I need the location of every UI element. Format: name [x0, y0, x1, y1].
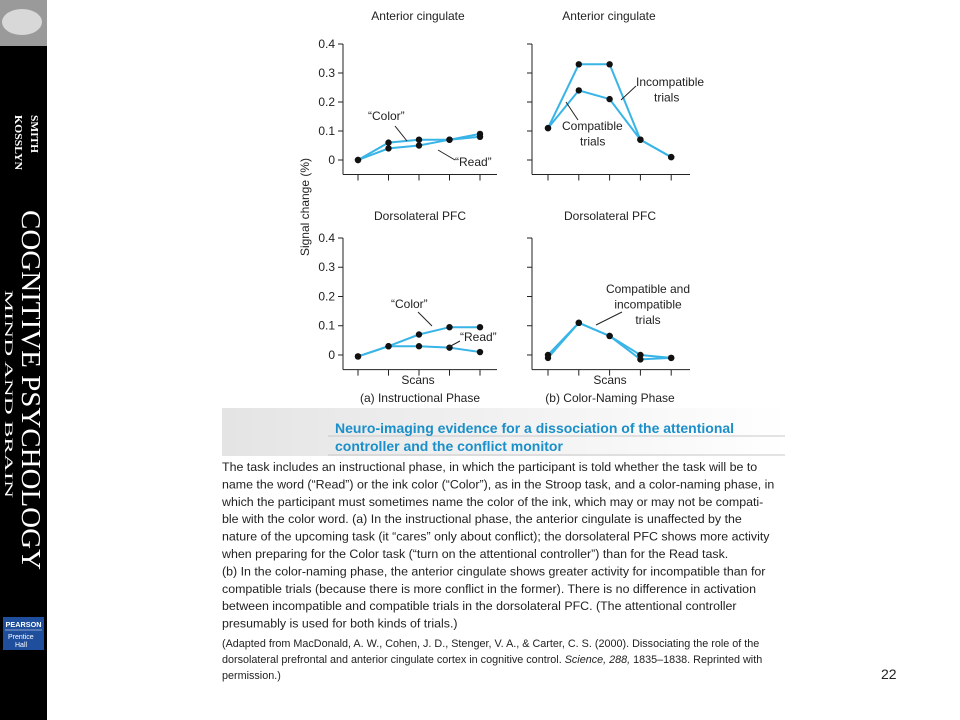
citation-part: permission.) [222, 670, 281, 682]
citation-part: Science, 288, [565, 654, 630, 666]
y-axis-label: Signal change (%) [298, 158, 312, 256]
panel-label: (a) Instructional Phase [360, 391, 480, 405]
data-point [446, 323, 453, 331]
data-point [354, 156, 362, 164]
annotation-leader [446, 340, 461, 349]
data-point [668, 354, 675, 362]
y-tick-label: 0 [328, 348, 335, 362]
data-point [668, 153, 675, 161]
chart-title: Dorsolateral PFC [374, 209, 466, 223]
sidebar [0, 0, 47, 720]
publisher-logo [3, 617, 44, 650]
data-point [476, 133, 484, 140]
chart-title: Anterior cingulate [371, 9, 465, 23]
y-tick-label: 0.3 [318, 260, 335, 274]
data-point [476, 323, 484, 331]
annotation: trials [635, 313, 660, 327]
annotation: “Color” [368, 109, 405, 123]
data-point [544, 124, 552, 132]
y-tick-label: 0.2 [318, 289, 335, 303]
data-point [385, 139, 392, 146]
caption-line: name the word (“Read”) or the ink color … [222, 477, 774, 491]
book-title: COGNITIVE PSYCHOLOGY [16, 210, 46, 570]
x-axis-label: Scans [593, 373, 626, 387]
annotation: “Color” [391, 297, 428, 311]
data-point [575, 61, 582, 68]
annotation-leader [620, 85, 637, 101]
caption-heading: controller and the conflict monitor [335, 438, 563, 454]
data-point [606, 332, 613, 340]
caption-line: when preparing for the Color task (“turn… [221, 547, 728, 561]
y-tick-label: 0.3 [318, 66, 335, 80]
book-subtitle: MIND AND BRAIN [2, 290, 16, 499]
annotation: “Read” [460, 330, 497, 344]
chart-title: Anterior cingulate [562, 9, 656, 23]
citation-line: permission.) [222, 670, 281, 682]
data-point [606, 61, 613, 68]
data-point [544, 354, 552, 362]
y-tick-label: 0.2 [318, 95, 335, 109]
page-number: 22 [881, 666, 897, 682]
caption-line: The task includes an instructional phase… [222, 460, 757, 474]
citation-line: dorsolateral prefrontal and anterior cin… [222, 654, 762, 666]
cover-image-detail [2, 9, 42, 35]
data-point [415, 343, 423, 350]
author: KOSSLYN [12, 115, 24, 170]
x-axis-label: Scans [401, 373, 434, 387]
data-point [575, 87, 582, 94]
annotation: incompatible [614, 298, 682, 312]
data-point [637, 136, 644, 143]
citation-line: (Adapted from MacDonald, A. W., Cohen, J… [222, 638, 759, 650]
publisher-imprint: Prentice [8, 634, 34, 641]
data-point [415, 331, 423, 338]
chart-title: Dorsolateral PFC [564, 209, 656, 223]
author: SMITH [28, 115, 40, 153]
y-tick-label: 0 [328, 153, 335, 167]
annotation: Incompatible [636, 75, 704, 89]
annotation: Compatible and [606, 282, 690, 296]
data-point [415, 136, 423, 143]
annotation-leader [394, 125, 408, 142]
y-tick-label: 0.1 [318, 124, 335, 138]
annotation-leader [437, 149, 456, 161]
annotation-leader [595, 311, 623, 326]
annotation-leader [417, 311, 433, 327]
y-tick-label: 0.4 [318, 37, 335, 51]
y-tick-label: 0.4 [318, 231, 335, 245]
annotation: Compatible [562, 119, 623, 133]
caption-heading: Neuro-imaging evidence for a dissociatio… [335, 420, 734, 436]
heading-band [222, 408, 787, 456]
annotation: trials [654, 91, 679, 105]
data-point [575, 319, 582, 327]
annotation: “Read” [455, 155, 492, 169]
caption-line: nature of the upcoming task (it “cares” … [222, 530, 770, 544]
data-point [446, 136, 453, 143]
caption-line: (b) In the color-naming phase, the anter… [222, 564, 765, 578]
caption-line: compatible trials (because there is more… [222, 582, 756, 596]
citation-part: dorsolateral prefrontal and anterior cin… [222, 654, 565, 666]
citation-part: (Adapted from MacDonald, A. W., Cohen, J… [222, 638, 759, 650]
data-point [606, 95, 613, 103]
data-point [385, 145, 392, 152]
data-point [354, 353, 362, 360]
data-point [637, 351, 644, 359]
panel-label: (b) Color-Naming Phase [545, 391, 675, 405]
y-tick-label: 0.1 [318, 319, 335, 333]
annotation-leader [565, 101, 579, 121]
data-point [385, 343, 392, 350]
citation-part: 1835–1838. Reprinted with [630, 654, 762, 666]
caption-line: presumably is used for both kinds of tri… [222, 617, 458, 631]
data-point [637, 356, 644, 363]
data-point [476, 348, 484, 356]
publisher-imprint: Hall [15, 642, 28, 649]
caption-line: between incompatible and compatible tria… [222, 599, 736, 613]
caption-line: ble with the color word. (a) In the inst… [222, 512, 742, 526]
caption-line: which the participant must sometimes nam… [221, 495, 763, 509]
data-point [415, 142, 423, 149]
annotation: trials [580, 135, 605, 149]
publisher-name: PEARSON [6, 622, 42, 629]
